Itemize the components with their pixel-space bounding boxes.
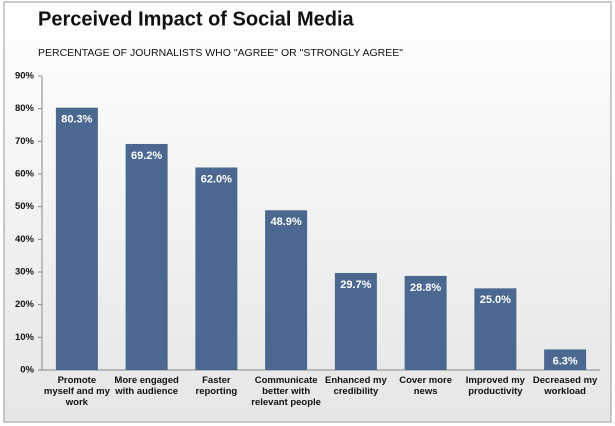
bar [195, 167, 238, 370]
x-label-box: Cover more news [399, 375, 453, 397]
bar [125, 143, 168, 370]
value-label: 29.7% [340, 279, 371, 291]
y-tick-label: 30% [15, 267, 35, 278]
x-label-box: More engaged with audience [114, 375, 179, 397]
bar [334, 272, 377, 370]
chart-title: Perceived Impact of Social Media [38, 8, 355, 30]
bar [55, 107, 98, 370]
y-tick-label: 20% [15, 299, 35, 310]
x-label-box: Faster reporting [195, 375, 238, 397]
y-tick-label: 50% [15, 201, 35, 212]
x-label-box: Improved my productivity [465, 375, 525, 397]
y-tick-label: 10% [15, 332, 35, 343]
x-tick-label: Improved my productivity [465, 375, 525, 397]
y-tick-label: 0% [20, 365, 34, 376]
x-tick-label: Cover more news [399, 375, 453, 397]
x-tick-label: Promote myself and my work [43, 375, 110, 408]
bar [474, 288, 517, 370]
y-tick-label: 80% [15, 103, 35, 114]
value-label: 6.3% [553, 355, 578, 367]
value-label: 80.3% [61, 114, 92, 126]
bar [404, 275, 447, 370]
y-tick-label: 60% [15, 169, 35, 180]
value-label: 25.0% [480, 294, 511, 306]
y-tick-label: 40% [15, 234, 35, 245]
x-label-box: Promote myself and my work [43, 375, 110, 408]
chart-subtitle: PERCENTAGE OF JOURNALISTS WHO "AGREE" OR… [38, 47, 403, 59]
y-tick-label: 90% [15, 71, 35, 82]
x-tick-label: More engaged with audience [114, 375, 179, 397]
x-tick-label: Enhanced my credibility [324, 375, 387, 397]
y-tick-label: 70% [15, 136, 35, 147]
x-label-box: Decreased my workload [532, 375, 598, 397]
value-label: 69.2% [131, 150, 162, 162]
value-label: 62.0% [201, 173, 232, 185]
x-label-box: Enhanced my credibility [324, 375, 387, 397]
bar [265, 210, 308, 370]
x-label-box: Communicate better with relevant people [251, 375, 321, 408]
bar [544, 349, 587, 370]
value-label: 48.9% [271, 216, 302, 228]
x-tick-label: Communicate better with relevant people [251, 375, 321, 408]
x-tick-label: Faster reporting [195, 375, 238, 397]
value-label: 28.8% [410, 282, 441, 294]
x-tick-label: Decreased my workload [532, 375, 598, 397]
